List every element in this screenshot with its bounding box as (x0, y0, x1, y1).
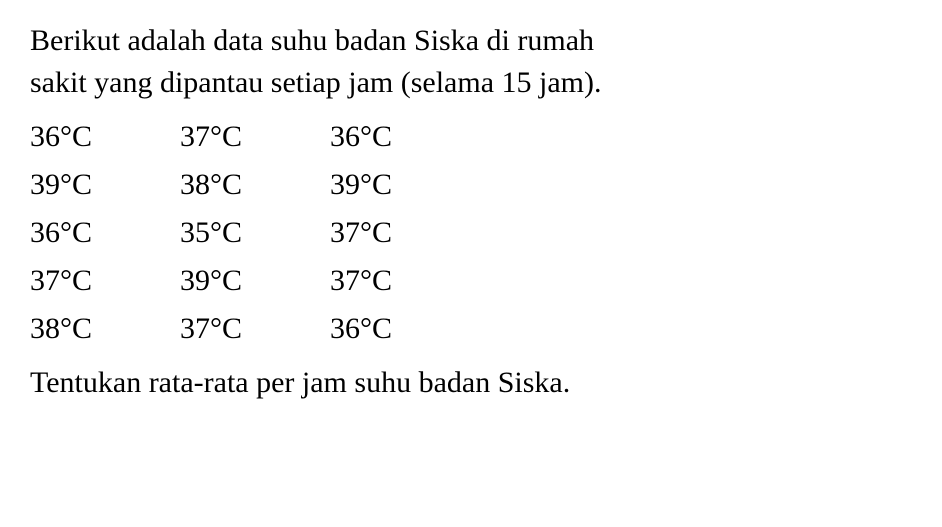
temp-cell: 39°C (180, 260, 330, 302)
table-row: 38°C 37°C 36°C (30, 308, 912, 350)
table-row: 36°C 37°C 36°C (30, 116, 912, 158)
table-row: 37°C 39°C 37°C (30, 260, 912, 302)
temp-cell: 37°C (330, 212, 480, 254)
temp-cell: 37°C (180, 116, 330, 158)
intro-line-2: sakit yang dipantau setiap jam (selama 1… (30, 66, 602, 99)
table-row: 36°C 35°C 37°C (30, 212, 912, 254)
question-text: Tentukan rata-rata per jam suhu badan Si… (30, 362, 912, 404)
temp-cell: 38°C (30, 308, 180, 350)
temp-cell: 36°C (330, 308, 480, 350)
temp-cell: 38°C (180, 164, 330, 206)
temp-cell: 37°C (330, 260, 480, 302)
temp-cell: 39°C (330, 164, 480, 206)
table-row: 39°C 38°C 39°C (30, 164, 912, 206)
temperature-table: 36°C 37°C 36°C 39°C 38°C 39°C 36°C 35°C … (30, 116, 912, 350)
temp-cell: 35°C (180, 212, 330, 254)
temp-cell: 36°C (30, 212, 180, 254)
intro-line-1: Berikut adalah data suhu badan Siska di … (30, 24, 594, 57)
temp-cell: 36°C (330, 116, 480, 158)
temp-cell: 37°C (180, 308, 330, 350)
temp-cell: 39°C (30, 164, 180, 206)
intro-paragraph: Berikut adalah data suhu badan Siska di … (30, 20, 912, 104)
temp-cell: 36°C (30, 116, 180, 158)
temp-cell: 37°C (30, 260, 180, 302)
